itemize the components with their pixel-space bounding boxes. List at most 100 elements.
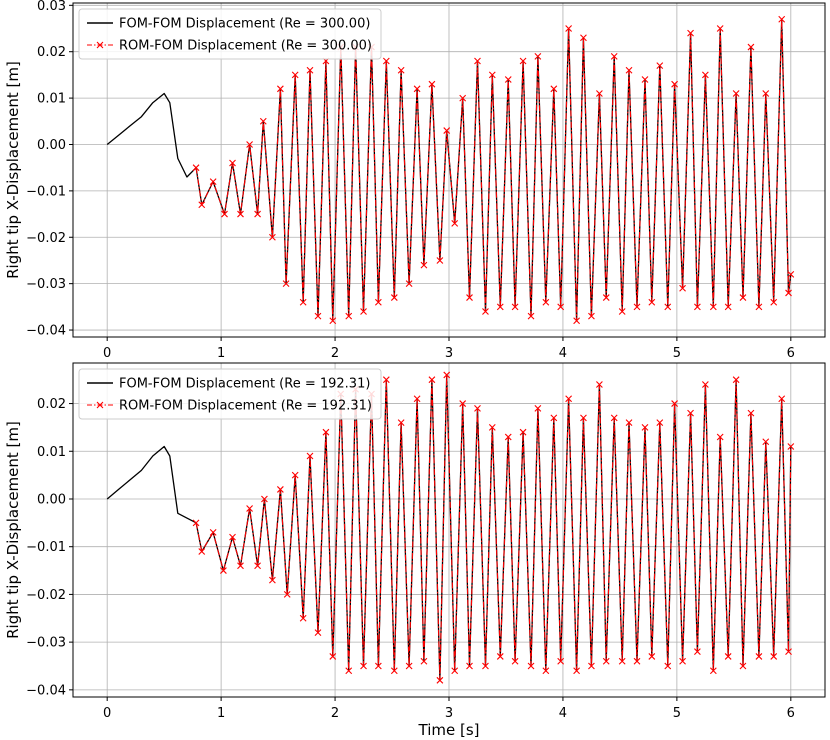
x-tick-label: 4 [559, 346, 567, 361]
rom-marker [198, 548, 206, 555]
rom-marker [374, 298, 382, 306]
x-tick-label: 2 [331, 706, 339, 721]
rom-marker [390, 667, 398, 675]
rom-marker [519, 57, 527, 65]
rom-marker [785, 648, 792, 656]
rom-marker [610, 52, 618, 60]
rom-marker [732, 376, 740, 384]
x-tick-label: 0 [103, 706, 111, 721]
rom-marker [633, 303, 641, 311]
rom-marker [229, 159, 236, 167]
rom-marker [739, 662, 747, 670]
rom-marker [504, 76, 512, 83]
rom-marker [565, 25, 573, 32]
rom-marker [716, 25, 724, 32]
rom-marker [519, 428, 527, 436]
y-tick-label: 0.01 [37, 445, 66, 460]
rom-marker [557, 303, 565, 311]
rom-marker [656, 62, 664, 70]
rom-marker [259, 117, 267, 125]
rom-marker [261, 495, 268, 503]
rom-marker [374, 662, 382, 670]
rom-marker [778, 395, 786, 403]
rom-marker [209, 528, 217, 536]
x-tick-label: 1 [217, 346, 225, 361]
x-tick-label: 0 [103, 346, 111, 361]
rom-marker [237, 210, 244, 218]
rom-marker [625, 419, 633, 427]
rom-marker [778, 15, 786, 23]
rom-marker [648, 298, 656, 306]
rom-marker [390, 294, 398, 301]
rom-marker [360, 662, 367, 670]
y-tick-label: 0.03 [37, 0, 66, 14]
rom-marker [701, 381, 709, 388]
rom-marker [762, 90, 770, 97]
rom-marker [482, 308, 489, 315]
rom-marker [229, 533, 236, 541]
legend-marker-rom [96, 401, 104, 409]
legend: FOM-FOM Displacement (Re = 192.31) ROM-FO… [78, 368, 382, 420]
rom-marker [641, 76, 649, 83]
rom-marker [641, 424, 649, 431]
rom-marker [679, 284, 686, 292]
y-axis-label: Right tip X-Displacement [m] [4, 61, 22, 279]
rom-marker [276, 85, 284, 93]
rom-marker [511, 303, 519, 311]
rom-marker [618, 308, 626, 315]
rom-marker [580, 414, 587, 422]
rom-marker [269, 233, 276, 241]
x-axis-label: Time [s] [418, 721, 480, 739]
x-tick-label: 3 [445, 346, 453, 361]
x-tick-label: 5 [673, 706, 681, 721]
rom-marker [413, 395, 421, 403]
rom-marker [739, 294, 747, 301]
rom-marker [557, 657, 565, 665]
rom-marker [671, 80, 678, 88]
rom-marker [610, 414, 618, 422]
rom-marker [687, 409, 694, 417]
rom-marker [192, 164, 200, 172]
rom-marker [382, 57, 390, 65]
rom-marker [382, 376, 390, 384]
rom-marker [747, 43, 755, 51]
rom-marker [573, 317, 581, 325]
y-tick-label: −0.01 [26, 184, 66, 199]
y-tick-label: −0.01 [26, 540, 66, 555]
rom-marker [282, 280, 290, 288]
rom-marker [542, 667, 550, 675]
y-tick-label: 0.01 [37, 92, 66, 107]
rom-marker [436, 257, 444, 264]
rom-marker [466, 662, 473, 670]
rom-marker [504, 433, 512, 441]
y-tick-label: −0.02 [26, 231, 66, 246]
chart-panel-2: 0 1 2 3 4 5 6 −0.04 −0.03 −0.02 −0.01 0.00 0.01 0.02 R… [4, 362, 826, 739]
rom-marker [542, 298, 550, 306]
rom-marker [511, 657, 519, 665]
rom-marker [237, 562, 244, 570]
rom-marker [732, 90, 740, 97]
rom-marker [534, 52, 542, 60]
rom-marker [405, 280, 413, 288]
legend: FOM-FOM Displacement (Re = 300.00) ROM-FO… [78, 8, 382, 60]
rom-marker [436, 676, 444, 684]
rom-marker [451, 667, 459, 675]
y-tick-label: −0.02 [26, 588, 66, 603]
rom-marker [345, 667, 353, 675]
rom-marker [527, 662, 535, 670]
rom-marker [671, 400, 678, 407]
rom-marker [482, 662, 489, 670]
legend-entry-rom: ROM-FOM Displacement (Re = 300.00) [119, 39, 372, 54]
rom-marker [283, 591, 291, 598]
rom-marker [496, 653, 504, 660]
rom-marker [693, 648, 701, 656]
rom-marker [762, 438, 770, 446]
rom-marker [770, 298, 778, 306]
rom-marker [360, 308, 367, 315]
legend-box [78, 368, 382, 420]
rom-marker [787, 270, 795, 278]
rom-marker [724, 653, 732, 660]
rom-marker [550, 414, 558, 422]
rom-marker [709, 303, 717, 311]
